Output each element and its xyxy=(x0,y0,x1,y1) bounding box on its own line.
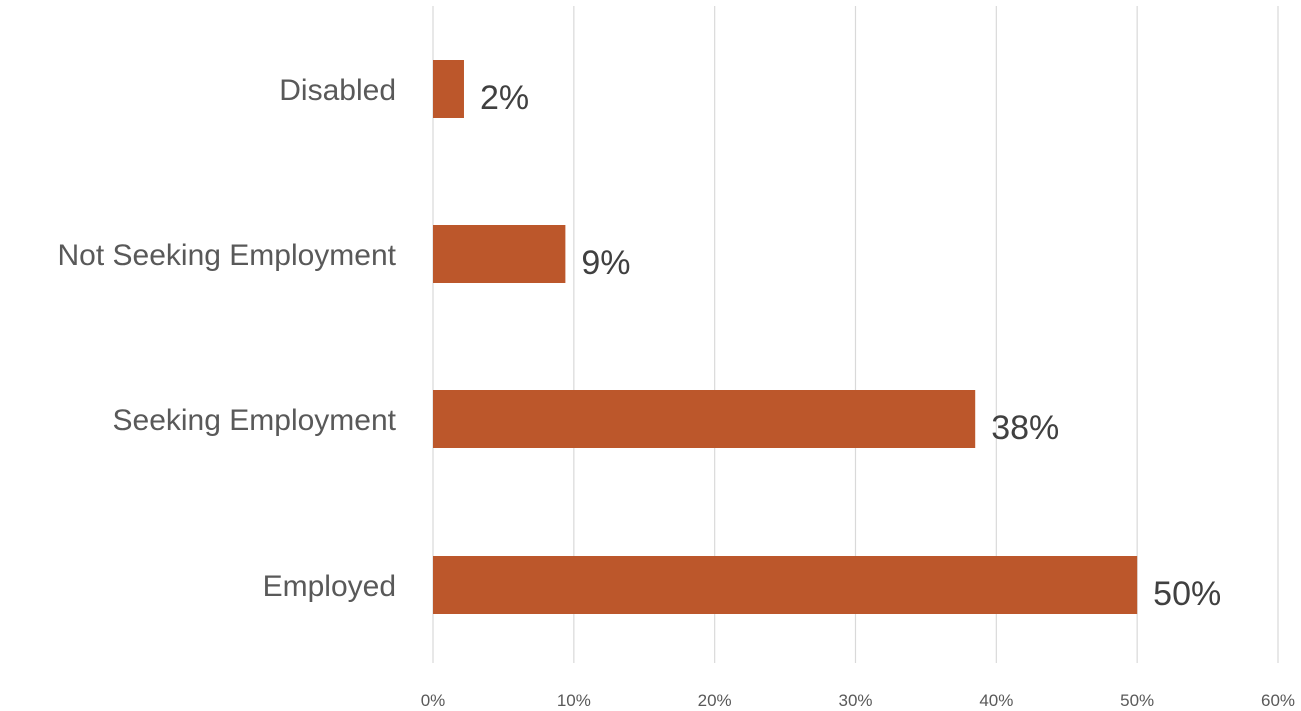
bar xyxy=(433,60,464,118)
category-label: Not Seeking Employment xyxy=(58,239,397,272)
category-label: Employed xyxy=(263,570,396,603)
bar xyxy=(433,225,566,283)
bar xyxy=(433,556,1138,614)
category-label: Seeking Employment xyxy=(113,404,397,437)
data-label: 2% xyxy=(480,79,529,117)
gridlines xyxy=(432,6,1279,663)
x-tick-label: 20% xyxy=(698,691,732,710)
x-axis-tick-labels: 0% 10% 20% 30% 40% 50% 60% xyxy=(421,691,1295,710)
bar xyxy=(433,390,976,448)
data-label: 38% xyxy=(991,409,1059,447)
category-labels: Disabled Not Seeking Employment Seeking Em… xyxy=(58,74,397,603)
x-tick-label: 0% xyxy=(421,691,446,710)
x-tick-label: 50% xyxy=(1120,691,1154,710)
x-tick-label: 10% xyxy=(557,691,591,710)
x-tick-label: 40% xyxy=(979,691,1013,710)
x-tick-label: 30% xyxy=(838,691,872,710)
data-label: 50% xyxy=(1153,575,1221,613)
x-tick-label: 60% xyxy=(1261,691,1295,710)
data-label: 9% xyxy=(581,244,630,282)
data-labels: 2% 9% 38% 50% xyxy=(480,79,1221,613)
category-label: Disabled xyxy=(279,74,396,107)
bars xyxy=(433,60,1138,614)
